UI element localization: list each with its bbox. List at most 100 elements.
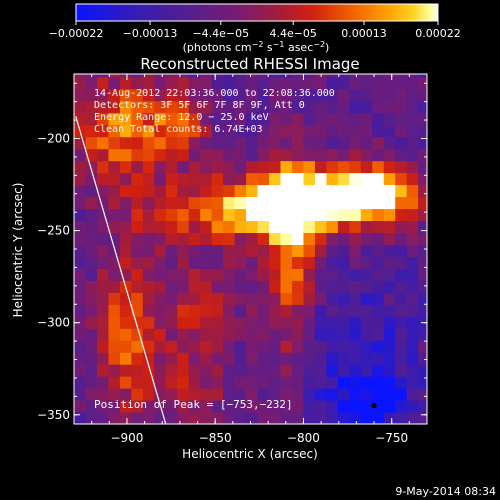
heatmap-cell xyxy=(177,112,190,126)
heatmap-cell xyxy=(223,208,236,222)
heatmap-cell xyxy=(74,184,87,198)
heatmap-cell xyxy=(165,244,178,257)
heatmap-cell xyxy=(395,364,408,377)
heatmap-cell xyxy=(85,268,98,281)
heatmap-cell xyxy=(188,124,201,138)
heatmap-cell xyxy=(119,74,132,78)
heatmap-cell xyxy=(372,340,385,353)
heatmap-cell xyxy=(257,208,270,222)
heatmap-cell xyxy=(257,184,270,198)
heatmap-cell xyxy=(246,136,259,150)
heatmap-cell xyxy=(360,400,373,413)
heatmap-cell xyxy=(372,292,385,305)
heatmap-cell xyxy=(291,160,305,174)
heatmap-cell xyxy=(291,88,305,102)
heatmap-cell xyxy=(211,256,224,269)
heatmap-cell xyxy=(200,244,213,257)
heatmap-cell xyxy=(119,232,132,245)
heatmap-cell xyxy=(74,316,87,329)
heatmap-cell xyxy=(314,184,327,198)
heatmap-cell xyxy=(165,100,178,114)
heatmap-cell xyxy=(154,124,167,138)
heatmap-cell xyxy=(200,232,213,245)
heatmap-cell xyxy=(96,112,110,126)
heatmap-cell xyxy=(383,76,396,90)
heatmap-cell xyxy=(314,340,327,353)
heatmap-cell xyxy=(418,328,427,341)
heatmap-cell xyxy=(188,160,201,174)
heatmap-cell xyxy=(349,172,362,186)
heatmap-cell xyxy=(337,100,350,114)
heatmap-cell xyxy=(142,112,155,126)
heatmap-cell xyxy=(188,412,201,424)
heatmap-cell xyxy=(257,232,270,245)
heatmap-cell xyxy=(108,208,121,222)
heatmap-cell xyxy=(165,316,178,329)
heatmap-cell xyxy=(165,304,178,317)
heatmap-cell xyxy=(74,172,87,186)
heatmap-cell xyxy=(223,268,236,281)
heatmap-cell xyxy=(188,220,201,234)
heatmap-cell xyxy=(337,196,350,210)
heatmap-cell xyxy=(200,112,213,126)
heatmap-cell xyxy=(165,256,178,269)
heatmap-cell xyxy=(349,196,362,210)
info-line: Clean Total counts: 6.74E+03 xyxy=(94,124,263,135)
heatmap-cell xyxy=(142,316,155,329)
heatmap-cell xyxy=(418,136,427,150)
heatmap-cell xyxy=(372,400,385,413)
heatmap-cell xyxy=(188,388,201,401)
x-tick-label: −900 xyxy=(110,431,143,445)
heatmap-cell xyxy=(142,124,155,138)
heatmap-cell xyxy=(395,160,408,174)
heatmap-cell xyxy=(257,76,270,90)
heatmap-cell xyxy=(406,400,419,413)
heatmap-cell xyxy=(246,208,259,222)
heatmap-cell xyxy=(257,412,270,424)
heatmap-cell xyxy=(383,268,396,281)
heatmap-cell xyxy=(85,112,98,126)
heatmap-cell xyxy=(337,184,350,198)
heatmap-cell xyxy=(131,100,144,114)
heatmap-cell xyxy=(108,76,121,90)
heatmap-cell xyxy=(269,316,282,329)
heatmap-cell xyxy=(246,364,259,377)
heatmap-cell xyxy=(349,352,362,365)
heatmap-cell xyxy=(165,136,178,150)
heatmap-cell xyxy=(200,74,213,78)
colorbar-unit-label: (photons cm−2 s−1 asec−2) xyxy=(183,40,330,55)
heatmap-cell xyxy=(280,74,293,78)
heatmap-cell xyxy=(291,74,305,78)
heatmap-cell xyxy=(188,292,201,305)
heatmap-cell xyxy=(223,376,236,389)
heatmap-cell xyxy=(418,280,427,293)
heatmap-cell xyxy=(280,364,293,377)
x-tick-label: −800 xyxy=(287,431,320,445)
heatmap-cell xyxy=(406,244,419,257)
heatmap-cell xyxy=(154,364,167,377)
heatmap-cell xyxy=(200,76,213,90)
heatmap-cell xyxy=(177,208,190,222)
heatmap-cell xyxy=(142,412,155,424)
heatmap-cell xyxy=(74,400,87,413)
heatmap-cell xyxy=(360,88,373,102)
heatmap-cell xyxy=(108,220,121,234)
heatmap-cell xyxy=(131,412,144,424)
heatmap-cell xyxy=(154,268,167,281)
heatmap-cell xyxy=(200,88,213,102)
heatmap-cell xyxy=(314,124,327,138)
heatmap-cell xyxy=(246,184,259,198)
heatmap-cell xyxy=(211,244,224,257)
heatmap-cell xyxy=(303,244,316,257)
heatmap-cell xyxy=(223,388,236,401)
heatmap-cell xyxy=(74,412,87,424)
heatmap-cell xyxy=(177,340,190,353)
heatmap-cell xyxy=(200,208,213,222)
heatmap-cell xyxy=(372,304,385,317)
heatmap-cell xyxy=(303,148,316,162)
heatmap-cell xyxy=(257,172,270,186)
heatmap-cell xyxy=(360,256,373,269)
heatmap-cell xyxy=(234,304,247,317)
heatmap-cell xyxy=(395,400,408,413)
heatmap-cell xyxy=(383,244,396,257)
